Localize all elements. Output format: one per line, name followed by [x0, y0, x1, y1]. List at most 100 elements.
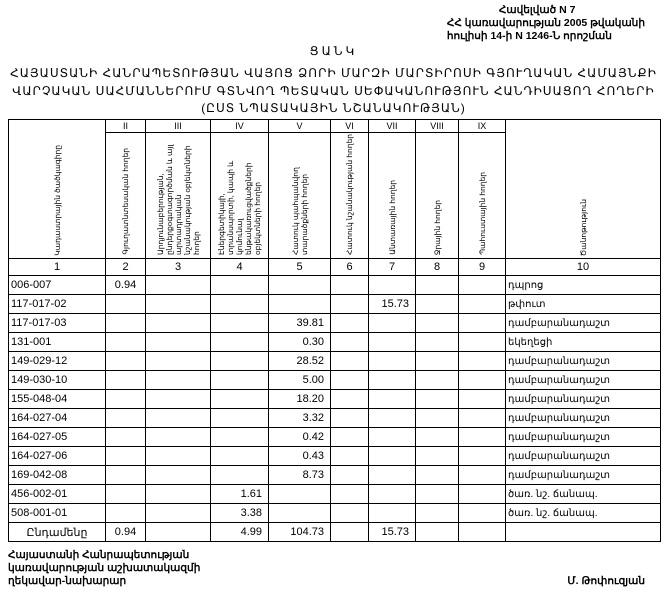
area-cell [458, 351, 506, 371]
column-header-text: Ջրային հողեր [432, 199, 442, 255]
area-cell [415, 465, 459, 485]
cadastral-code: 149-030-10 [8, 370, 106, 390]
area-cell [330, 313, 369, 333]
area-cell [368, 313, 416, 333]
area-cell [210, 370, 269, 390]
area-cell [210, 351, 269, 371]
area-cell: 1.61 [210, 484, 269, 504]
table-row: 164-027-06 0.43 դամբարանադաշտ [8, 446, 661, 466]
area-cell [368, 465, 416, 485]
area-cell [458, 503, 506, 523]
area-cell [105, 408, 146, 428]
cadastral-code: 508-001-01 [8, 503, 106, 523]
column-header-text: Կադաստրային ծածկագիրը [52, 145, 62, 256]
area-cell [105, 332, 146, 352]
table-row: 149-030-10 5.00 դամբարանադաշտ [8, 370, 661, 390]
footer-line: ղեկավար-նախարար [8, 575, 127, 587]
area-cell: 3.38 [210, 503, 269, 523]
column-number: 10 [505, 258, 661, 276]
total-cell: 104.73 [268, 522, 331, 542]
column-header-text: Պահուստային հողեր [477, 172, 487, 255]
area-cell [330, 465, 369, 485]
cadastral-code: 006-007 [8, 275, 106, 295]
area-cell [368, 484, 416, 504]
footer-line: կառավարության աշխատակազմի [8, 562, 201, 574]
area-cell [458, 332, 506, 352]
area-cell [145, 465, 211, 485]
annex-line: ՀՀ կառավարության 2005 թվականի [446, 17, 645, 29]
column-header: Կադաստրային ծածկագիրը [8, 119, 106, 259]
footer-line: Հայաստանի Հանրապետության [8, 549, 190, 561]
area-cell: 0.42 [268, 427, 331, 447]
area-cell: 3.32 [268, 408, 331, 428]
annex-reference: Հավելված N 7 ՀՀ կառավարության 2005 թվակա… [447, 4, 645, 43]
area-cell [330, 351, 369, 371]
area-cell [105, 313, 146, 333]
cadastral-code: 117-017-03 [8, 313, 106, 333]
header-row: Գյուղատնտեսական հողեր Արդյունաբերության, … [9, 132, 661, 259]
area-cell [368, 351, 416, 371]
area-cell [368, 332, 416, 352]
note-cell: ծառ. նշ. ճանապ. [505, 484, 661, 504]
note-cell: դպրոց [505, 275, 661, 295]
column-number-row: 1 2 3 4 5 6 7 8 9 10 [8, 258, 661, 276]
area-cell [105, 389, 146, 409]
cadastral-code: 169-042-08 [8, 465, 106, 485]
column-header-text: Հատուկ պահպանվող տարածքների հողեր [290, 167, 309, 255]
area-cell [458, 370, 506, 390]
table-row: 117-017-02 15.73 թփուտ [8, 294, 661, 314]
area-cell [458, 389, 506, 409]
area-cell [458, 408, 506, 428]
column-roman-number: II [105, 119, 146, 133]
area-cell [415, 313, 459, 333]
area-cell [368, 275, 416, 295]
area-cell [368, 446, 416, 466]
area-cell [458, 484, 506, 504]
column-header-text: Հատուկ նշանակության հողեր [345, 134, 354, 255]
document-title: ՑԱՆԿ [309, 44, 358, 58]
area-cell [330, 389, 369, 409]
area-cell [368, 503, 416, 523]
area-cell: 5.00 [268, 370, 331, 390]
table-row: 508-001-01 3.38 ծառ. նշ. ճանապ. [8, 503, 661, 523]
total-cell [505, 522, 661, 542]
column-number: 1 [8, 258, 106, 276]
area-cell [415, 294, 459, 314]
note-cell: դամբարանադաշտ [505, 351, 661, 371]
area-cell [210, 465, 269, 485]
area-cell [145, 370, 211, 390]
column-number: 4 [210, 258, 269, 276]
note-cell: դամբարանադաշտ [505, 389, 661, 409]
area-cell [105, 294, 146, 314]
cadastral-code: 117-017-02 [8, 294, 106, 314]
area-cell [330, 484, 369, 504]
total-cell: 0.94 [105, 522, 146, 542]
column-roman-number: V [268, 119, 331, 133]
area-cell [368, 408, 416, 428]
table-row: 456-002-01 1.61 ծառ. նշ. ճանապ. [8, 484, 661, 504]
table-row: 155-048-04 18.20 դամբարանադաշտ [8, 389, 661, 409]
area-cell [268, 503, 331, 523]
area-cell [330, 275, 369, 295]
area-cell [210, 313, 269, 333]
column-roman-number: VI [330, 119, 369, 133]
table-row: 131-001 0.30 եկեղեցի [8, 332, 661, 352]
area-cell [415, 446, 459, 466]
cadastral-code: 149-029-12 [8, 351, 106, 371]
area-cell [458, 275, 506, 295]
column-number: 2 [105, 258, 146, 276]
cadastral-code: 164-027-06 [8, 446, 106, 466]
area-cell [458, 313, 506, 333]
area-cell [210, 446, 269, 466]
area-cell [415, 427, 459, 447]
table-row: 164-027-04 3.32 դամբարանադաշտ [8, 408, 661, 428]
area-cell [145, 484, 211, 504]
area-cell [105, 503, 146, 523]
area-cell [458, 465, 506, 485]
header-roman-row: Կադաստրային ծածկագիրը II III IV V VI VII VIII IX… [8, 119, 661, 259]
area-cell [458, 446, 506, 466]
area-cell [210, 408, 269, 428]
note-cell: դամբարանադաշտ [505, 370, 661, 390]
cadastral-code: 131-001 [8, 332, 106, 352]
table-row: 149-029-12 28.52 դամբարանադաշտ [8, 351, 661, 371]
